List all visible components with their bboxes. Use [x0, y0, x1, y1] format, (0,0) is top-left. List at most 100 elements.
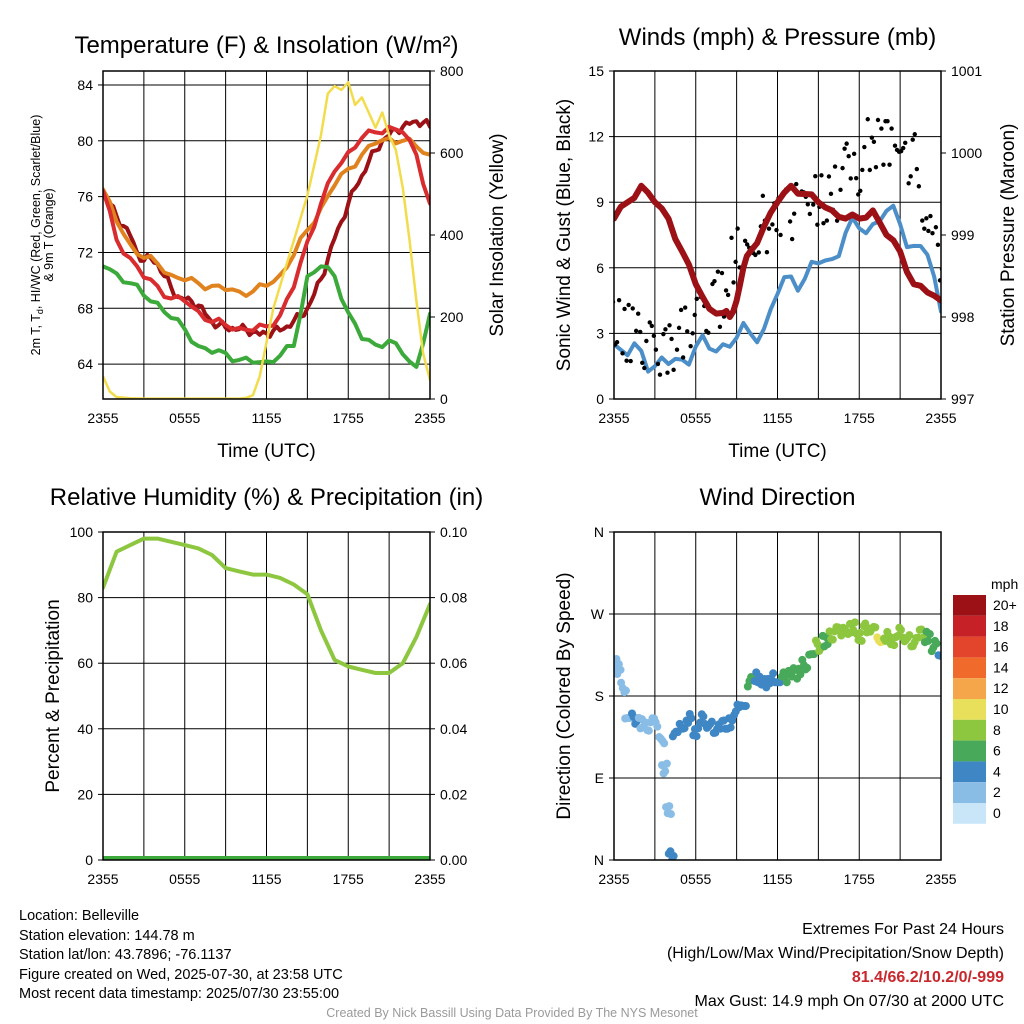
gust-point — [622, 306, 627, 312]
plot-frame — [613, 531, 942, 861]
y2-tick-label: 0.04 — [440, 721, 467, 737]
series-line — [614, 203, 941, 374]
gust-point — [774, 227, 779, 233]
gust-point — [624, 358, 629, 363]
gust-point — [671, 367, 676, 373]
direction-point — [796, 670, 805, 679]
y-tick-label: E — [595, 770, 604, 786]
direction-point — [769, 669, 778, 678]
gust-point — [729, 235, 734, 241]
gust-point — [926, 228, 931, 234]
y-tick-label: 100 — [70, 524, 94, 540]
gust-point — [620, 351, 625, 356]
series-group — [607, 117, 941, 377]
gust-point — [635, 311, 641, 316]
x-tick-label: 0555 — [169, 410, 200, 426]
panel-title: Wind Direction — [699, 484, 855, 511]
direction-point — [661, 767, 670, 776]
x-tick-label: 2355 — [414, 410, 445, 426]
series-group — [614, 618, 941, 860]
extremes-values: 81.4/66.2/10.2/0/-999 — [851, 969, 1004, 986]
panel-2: 2355 0555 1155 1755 2355 0 3 6 9 12 15 997 998 999 100… — [554, 24, 1019, 462]
y2-axis-label: Station Pressure (Maroon) — [998, 124, 1019, 347]
gust-point — [644, 338, 649, 344]
gust-point — [649, 323, 655, 329]
gust-point — [653, 347, 659, 352]
gust-point — [912, 132, 917, 137]
gust-point — [819, 173, 824, 178]
gust-point — [667, 323, 672, 328]
gust-point — [916, 184, 922, 189]
gust-point — [607, 349, 611, 353]
y-tick-label: 80 — [77, 133, 93, 149]
gust-point — [887, 162, 892, 167]
plot-frame — [102, 70, 431, 400]
gust-point — [764, 250, 770, 255]
gust-point — [908, 174, 913, 179]
gust-point — [614, 340, 620, 345]
gust-point — [663, 327, 668, 332]
y2-tick-label: 0.06 — [440, 655, 467, 671]
direction-point — [707, 717, 716, 726]
direction-point — [937, 651, 941, 660]
x-tick-label: 0555 — [169, 871, 200, 887]
station-location: Location: Belleville — [19, 908, 140, 924]
y-tick-label: W — [591, 606, 605, 622]
x-tick-label: 2355 — [414, 871, 445, 887]
direction-point — [666, 810, 675, 819]
gust-point — [682, 305, 688, 310]
gust-point — [770, 222, 775, 227]
y2-tick-label: 1000 — [951, 145, 982, 161]
x-axis-label: Time (UTC) — [217, 441, 316, 462]
panel-title: Winds (mph) & Pressure (mb) — [619, 24, 936, 51]
gust-point — [924, 216, 929, 221]
direction-point — [871, 623, 880, 632]
gust-point — [873, 164, 879, 170]
gust-point — [824, 218, 830, 223]
direction-point — [644, 726, 653, 735]
gust-point — [694, 296, 699, 301]
gust-point — [685, 329, 690, 334]
gust-point — [655, 361, 661, 367]
gust-point — [821, 220, 826, 226]
y-tick-label: 0 — [596, 391, 604, 407]
direction-point — [726, 723, 735, 732]
gust-point — [805, 202, 811, 207]
gust-point — [791, 211, 797, 216]
direction-point — [692, 732, 701, 741]
gust-point — [879, 126, 884, 131]
y-axis-label: 2m T, Td, HI/WC (Red, Green, Scarlet/Blu… — [29, 115, 45, 356]
direction-point — [857, 636, 866, 645]
gust-point — [906, 181, 911, 186]
gust-point — [898, 148, 904, 154]
x-tick-label: 0555 — [680, 410, 711, 426]
x-tick-label: 1755 — [333, 871, 364, 887]
gust-point — [848, 176, 853, 181]
colorbar-swatch — [953, 761, 986, 783]
gust-point — [733, 259, 738, 265]
y2-tick-label: 0.02 — [440, 786, 467, 802]
panel-title: Relative Humidity (%) & Precipitation (i… — [50, 484, 483, 511]
y2-tick-label: 997 — [951, 391, 975, 407]
colorbar-tick-label: 14 — [993, 659, 1009, 675]
gust-point — [647, 320, 652, 325]
colorbar-swatch — [953, 678, 986, 699]
y-tick-label: S — [595, 688, 604, 704]
colorbar-swatch — [953, 657, 986, 679]
gust-point — [626, 302, 631, 308]
direction-point — [924, 636, 933, 645]
y2-tick-label: 400 — [440, 227, 464, 243]
extremes-subtitle: (High/Low/Max Wind/Precipitation/Snow De… — [666, 945, 1004, 962]
y2-tick-label: 0.10 — [440, 524, 467, 540]
x-tick-label: 2355 — [87, 871, 118, 887]
y-tick-label: 12 — [588, 129, 604, 145]
gust-point — [885, 119, 890, 124]
gust-point — [856, 192, 861, 197]
gust-point — [638, 329, 643, 335]
gust-point — [844, 141, 849, 146]
colorbar-tick-label: 20+ — [993, 597, 1017, 613]
colorbar-swatch — [953, 803, 986, 824]
colorbar-tick-label: 2 — [993, 784, 1001, 800]
series-line — [614, 182, 941, 320]
y-tick-label: N — [594, 524, 604, 540]
